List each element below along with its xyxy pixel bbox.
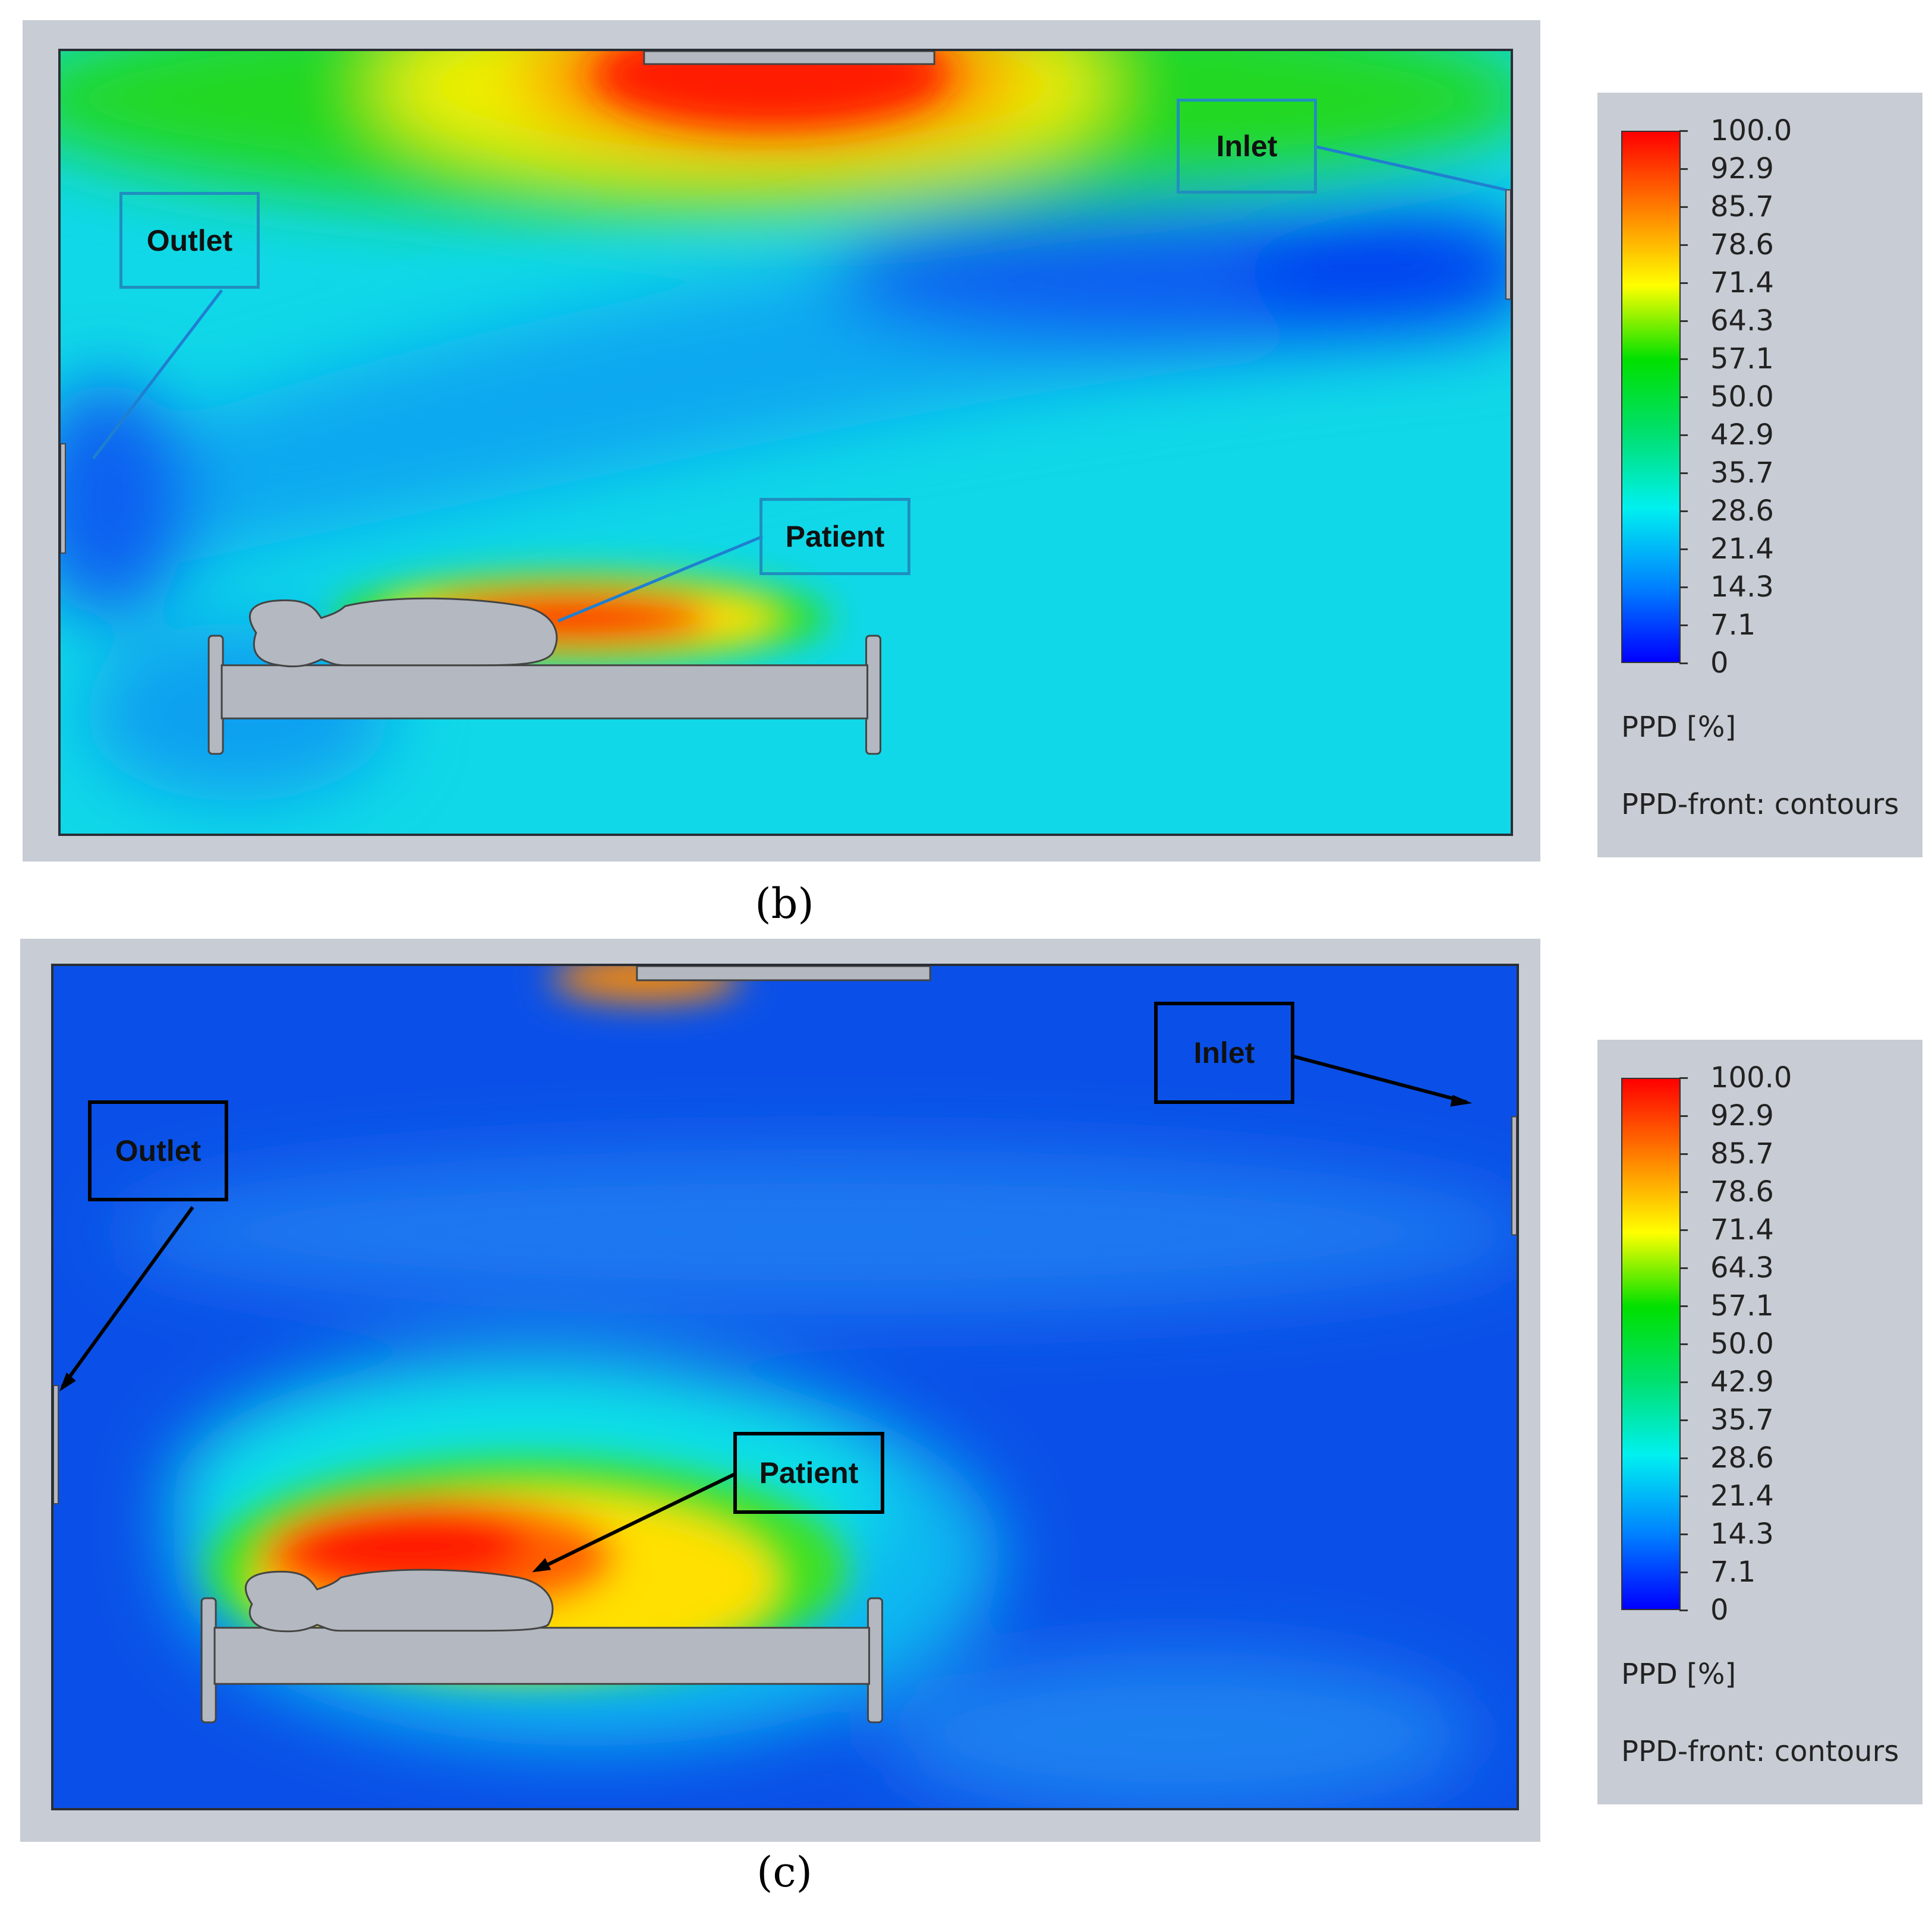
legend-tick xyxy=(1679,130,1688,132)
legend-tick xyxy=(1679,206,1688,208)
legend-tick-label: 64.3 xyxy=(1710,304,1774,337)
legend-b: 100.0 92.9 85.7 78.6 71.4 64.3 57.1 50.0 42.9 35.… xyxy=(1597,93,1922,857)
legend-tick-label: 78.6 xyxy=(1710,1175,1774,1208)
legend-c: 100.0 92.9 85.7 78.6 71.4 64.3 57.1 50.0 42.9 35.… xyxy=(1597,1040,1922,1804)
legend-tick xyxy=(1679,282,1688,284)
legend-tick xyxy=(1679,396,1688,398)
legend-c-plot-label: PPD-front: contours xyxy=(1621,1735,1899,1768)
patient-label: Patient xyxy=(759,498,910,575)
caption-c: (c) xyxy=(757,1848,812,1896)
legend-tick-label: 42.9 xyxy=(1710,418,1774,452)
legend-tick-label: 57.1 xyxy=(1710,342,1774,375)
outlet-vent xyxy=(61,443,66,554)
legend-tick-label: 21.4 xyxy=(1710,532,1774,566)
bed xyxy=(207,635,881,755)
legend-tick-label: 7.1 xyxy=(1710,608,1756,642)
legend-tick-label: 85.7 xyxy=(1710,190,1774,223)
legend-tick-label: 64.3 xyxy=(1710,1251,1774,1285)
caption-b: (b) xyxy=(755,879,814,928)
legend-tick-label: 28.6 xyxy=(1710,1441,1774,1475)
legend-tick-label: 42.9 xyxy=(1710,1365,1774,1399)
outlet-label: Outlet xyxy=(119,192,260,289)
legend-b-unit: PPD [%] xyxy=(1621,711,1736,744)
legend-tick xyxy=(1679,1229,1688,1231)
panel-c-contour-field xyxy=(53,966,1517,1808)
patient-body xyxy=(244,1569,554,1633)
legend-tick xyxy=(1679,1191,1688,1193)
legend-tick xyxy=(1679,1457,1688,1459)
panel-b-contour-field xyxy=(61,51,1511,834)
legend-tick-label: 92.9 xyxy=(1710,152,1774,185)
legend-tick-label: 0 xyxy=(1710,1593,1729,1627)
legend-tick-label: 85.7 xyxy=(1710,1137,1774,1170)
inlet-label: Inlet xyxy=(1177,99,1317,194)
legend-tick xyxy=(1679,1571,1688,1573)
legend-tick-label: 71.4 xyxy=(1710,266,1774,299)
legend-c-unit: PPD [%] xyxy=(1621,1658,1736,1691)
legend-tick xyxy=(1679,1305,1688,1307)
legend-tick-label: 57.1 xyxy=(1710,1289,1774,1323)
legend-tick-label: 78.6 xyxy=(1710,228,1774,261)
patient-label: Patient xyxy=(733,1432,884,1514)
outlet-vent xyxy=(53,1385,59,1504)
legend-tick xyxy=(1679,586,1688,588)
legend-tick xyxy=(1679,1077,1688,1079)
panel-c-room xyxy=(51,964,1519,1810)
legend-tick-label: 35.7 xyxy=(1710,456,1774,490)
inlet-label: Inlet xyxy=(1154,1002,1294,1104)
legend-tick-label: 21.4 xyxy=(1710,1479,1774,1513)
legend-c-colorbar xyxy=(1621,1078,1681,1610)
panel-c-leaders xyxy=(61,1054,1467,1570)
inlet-vent xyxy=(1511,1116,1517,1236)
legend-tick xyxy=(1679,358,1688,360)
legend-tick xyxy=(1679,624,1688,626)
patient-body xyxy=(249,597,558,668)
legend-tick xyxy=(1679,1495,1688,1497)
legend-tick-label: 71.4 xyxy=(1710,1213,1774,1247)
legend-tick xyxy=(1679,1610,1688,1611)
ceiling-light xyxy=(643,51,935,65)
legend-tick xyxy=(1679,1267,1688,1269)
legend-tick xyxy=(1679,1153,1688,1155)
legend-tick xyxy=(1679,472,1688,474)
bed xyxy=(200,1597,883,1724)
legend-tick-label: 7.1 xyxy=(1710,1555,1756,1589)
legend-tick xyxy=(1679,168,1688,170)
legend-tick-label: 14.3 xyxy=(1710,570,1774,604)
ceiling-light xyxy=(636,966,931,982)
panel-b-leaders xyxy=(92,145,1506,623)
legend-tick-label: 28.6 xyxy=(1710,494,1774,528)
legend-tick-label: 100.0 xyxy=(1710,1061,1792,1094)
legend-tick-label: 0 xyxy=(1710,646,1729,680)
legend-tick-label: 14.3 xyxy=(1710,1517,1774,1551)
legend-tick-label: 50.0 xyxy=(1710,380,1774,414)
legend-b-plot-label: PPD-front: contours xyxy=(1621,788,1899,821)
legend-tick xyxy=(1679,244,1688,246)
inlet-vent xyxy=(1505,189,1511,300)
legend-tick xyxy=(1679,510,1688,512)
panel-b-room xyxy=(58,49,1513,836)
legend-tick-label: 35.7 xyxy=(1710,1403,1774,1437)
legend-tick xyxy=(1679,1533,1688,1535)
legend-tick xyxy=(1679,548,1688,550)
legend-b-colorbar xyxy=(1621,131,1681,663)
legend-tick xyxy=(1679,1419,1688,1421)
legend-tick-label: 50.0 xyxy=(1710,1327,1774,1361)
legend-tick xyxy=(1679,434,1688,436)
outlet-label: Outlet xyxy=(88,1100,228,1201)
legend-tick-label: 92.9 xyxy=(1710,1099,1774,1132)
panel-c-arrowheads xyxy=(59,1094,1473,1573)
legend-tick xyxy=(1679,1381,1688,1383)
legend-tick xyxy=(1679,1343,1688,1345)
legend-tick-label: 100.0 xyxy=(1710,114,1792,147)
legend-tick xyxy=(1679,662,1688,664)
legend-tick xyxy=(1679,1115,1688,1117)
legend-tick xyxy=(1679,320,1688,322)
